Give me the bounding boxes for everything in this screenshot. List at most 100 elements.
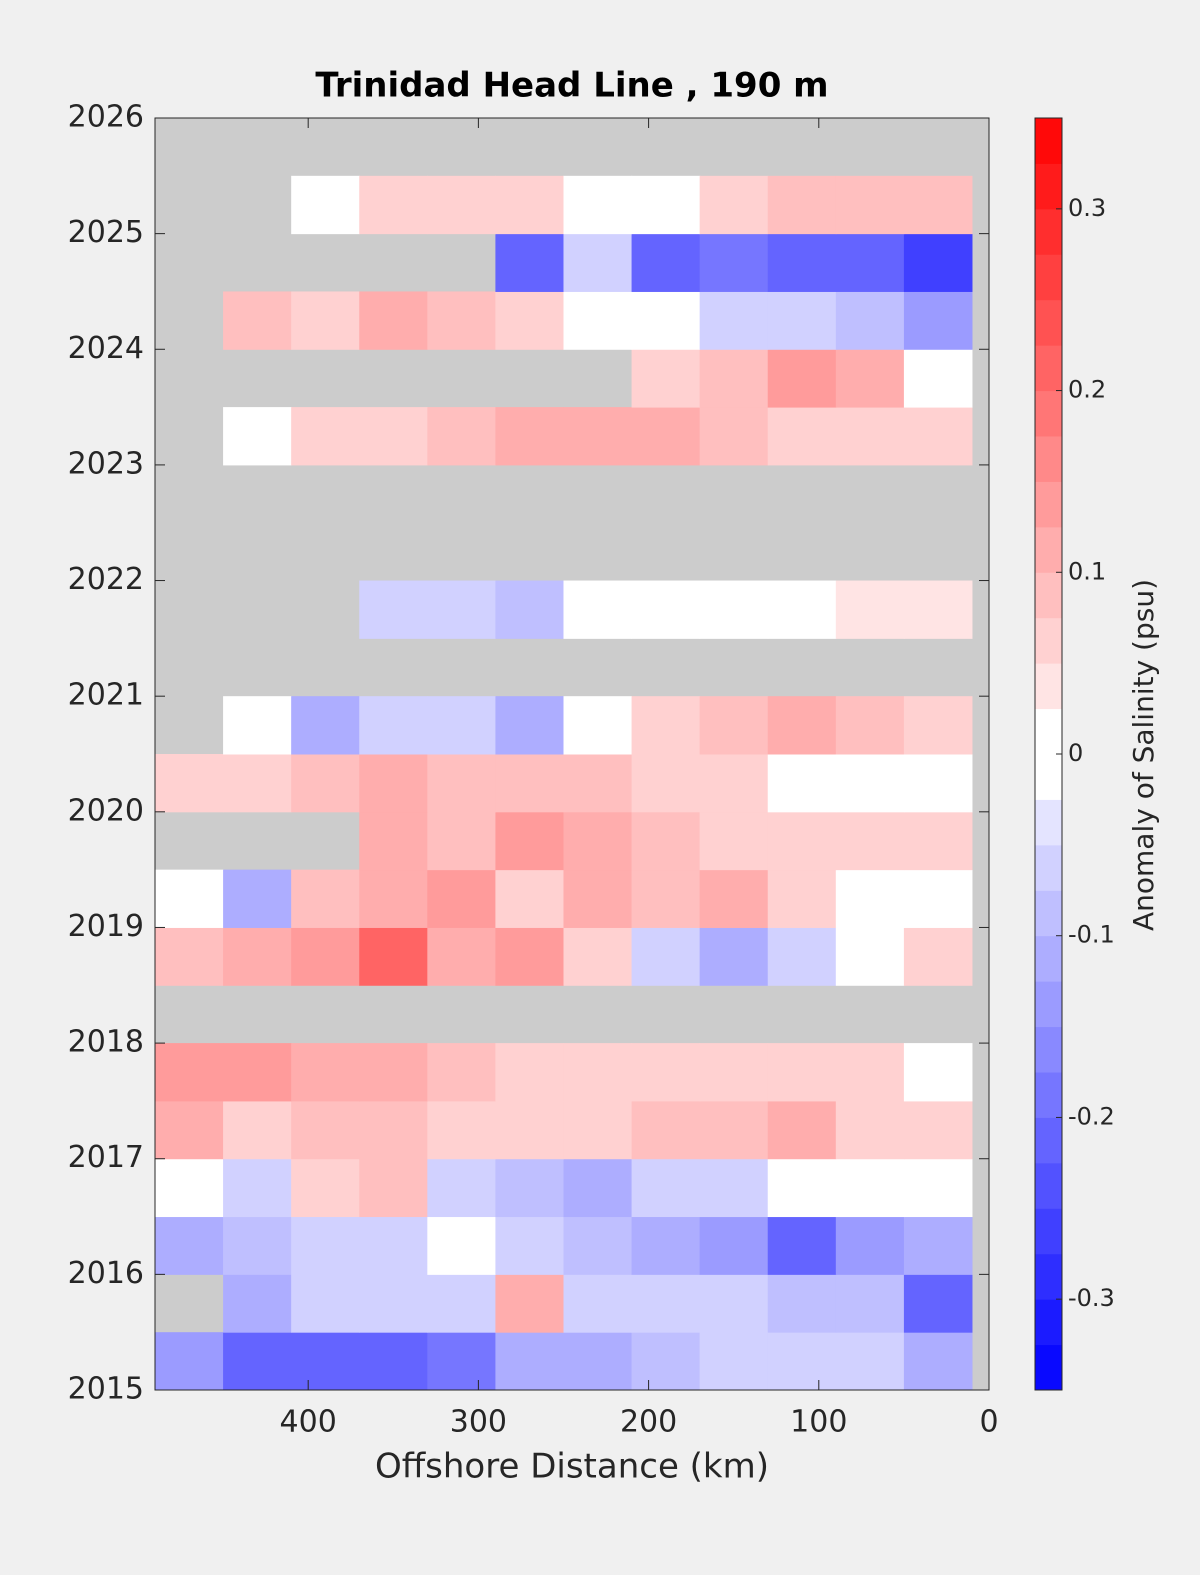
cell bbox=[223, 754, 292, 813]
y-tick-label: 2016 bbox=[68, 1256, 144, 1291]
cell bbox=[699, 291, 769, 350]
colorbar-band bbox=[1035, 1117, 1062, 1164]
cell bbox=[223, 1158, 292, 1218]
cell bbox=[155, 754, 224, 813]
cell bbox=[563, 1274, 633, 1333]
colorbar-band bbox=[1035, 890, 1062, 937]
cell bbox=[631, 1043, 701, 1102]
cell bbox=[223, 1332, 292, 1391]
cell bbox=[835, 1100, 905, 1160]
cell bbox=[427, 1274, 496, 1333]
cell bbox=[563, 233, 633, 292]
cell bbox=[359, 580, 428, 639]
cell bbox=[291, 869, 360, 928]
cell bbox=[767, 754, 837, 813]
cell bbox=[495, 1216, 564, 1275]
cell bbox=[767, 869, 837, 928]
cell bbox=[155, 1332, 224, 1391]
cell bbox=[699, 175, 769, 235]
cell bbox=[835, 1274, 905, 1333]
cell bbox=[427, 291, 496, 350]
cell bbox=[291, 175, 360, 235]
cell bbox=[223, 291, 292, 350]
colorbar-band bbox=[1035, 708, 1062, 755]
cell bbox=[699, 1274, 769, 1333]
x-tick-label: 300 bbox=[450, 1405, 507, 1440]
cell bbox=[631, 580, 701, 639]
cell bbox=[563, 1100, 633, 1160]
cell bbox=[359, 927, 428, 986]
cell bbox=[291, 1274, 360, 1333]
y-tick-label: 2020 bbox=[68, 793, 144, 828]
cell bbox=[291, 291, 360, 350]
cell bbox=[903, 696, 973, 755]
colorbar-band bbox=[1035, 1072, 1062, 1118]
x-tick-label: 200 bbox=[620, 1405, 677, 1440]
y-tick-label: 2017 bbox=[68, 1140, 144, 1175]
cell bbox=[223, 869, 292, 928]
cell bbox=[903, 233, 973, 292]
y-tick-label: 2018 bbox=[68, 1025, 144, 1060]
cell bbox=[699, 1100, 769, 1160]
cell bbox=[835, 233, 905, 292]
cell bbox=[563, 696, 633, 755]
cell bbox=[495, 1332, 564, 1391]
plot-area bbox=[155, 118, 989, 1391]
cell bbox=[631, 754, 701, 813]
cell bbox=[903, 754, 973, 813]
cell bbox=[835, 1158, 905, 1218]
cell bbox=[631, 349, 701, 408]
cell bbox=[359, 1216, 428, 1275]
colorbar-band bbox=[1035, 163, 1062, 210]
cell bbox=[631, 1158, 701, 1218]
cell bbox=[631, 175, 701, 235]
colorbar-band bbox=[1035, 844, 1062, 891]
colorbar-band bbox=[1035, 935, 1062, 982]
cell bbox=[835, 175, 905, 235]
cell bbox=[903, 580, 973, 639]
cell bbox=[699, 927, 769, 986]
cell bbox=[359, 1158, 428, 1218]
cell bbox=[223, 927, 292, 986]
cell bbox=[563, 1158, 633, 1218]
cell bbox=[767, 1043, 837, 1102]
cell bbox=[291, 1100, 360, 1160]
cell bbox=[427, 869, 496, 928]
cell bbox=[291, 696, 360, 755]
y-tick-label: 2021 bbox=[68, 678, 144, 713]
cell bbox=[631, 233, 701, 292]
colorbar-tick-label: 0.1 bbox=[1068, 557, 1106, 585]
y-tick-label: 2025 bbox=[68, 215, 144, 250]
cell bbox=[495, 811, 564, 871]
cell bbox=[155, 869, 224, 928]
colorbar-band bbox=[1035, 1253, 1062, 1300]
cell bbox=[223, 1100, 292, 1160]
cell bbox=[835, 407, 905, 466]
cell bbox=[563, 1043, 633, 1102]
cell bbox=[699, 349, 769, 408]
cell bbox=[835, 1043, 905, 1102]
colorbar-band bbox=[1035, 1208, 1062, 1255]
cell bbox=[563, 1216, 633, 1275]
cell bbox=[699, 1043, 769, 1102]
cell bbox=[155, 1216, 224, 1275]
cell bbox=[767, 1332, 837, 1391]
cell bbox=[155, 927, 224, 986]
cell bbox=[631, 696, 701, 755]
x-tick-label: 400 bbox=[280, 1405, 337, 1440]
cell bbox=[427, 696, 496, 755]
colorbar-band bbox=[1035, 481, 1062, 528]
cell bbox=[563, 580, 633, 639]
cell bbox=[631, 1216, 701, 1275]
cell bbox=[631, 869, 701, 928]
colorbar-band bbox=[1035, 1299, 1062, 1346]
colorbar-band bbox=[1035, 526, 1062, 573]
cell bbox=[699, 233, 769, 292]
cell bbox=[699, 754, 769, 813]
cell bbox=[835, 811, 905, 871]
cell bbox=[699, 580, 769, 639]
colorbar-band bbox=[1035, 390, 1062, 437]
axes-box bbox=[154, 117, 990, 1391]
cell bbox=[699, 869, 769, 928]
cell bbox=[767, 1274, 837, 1333]
